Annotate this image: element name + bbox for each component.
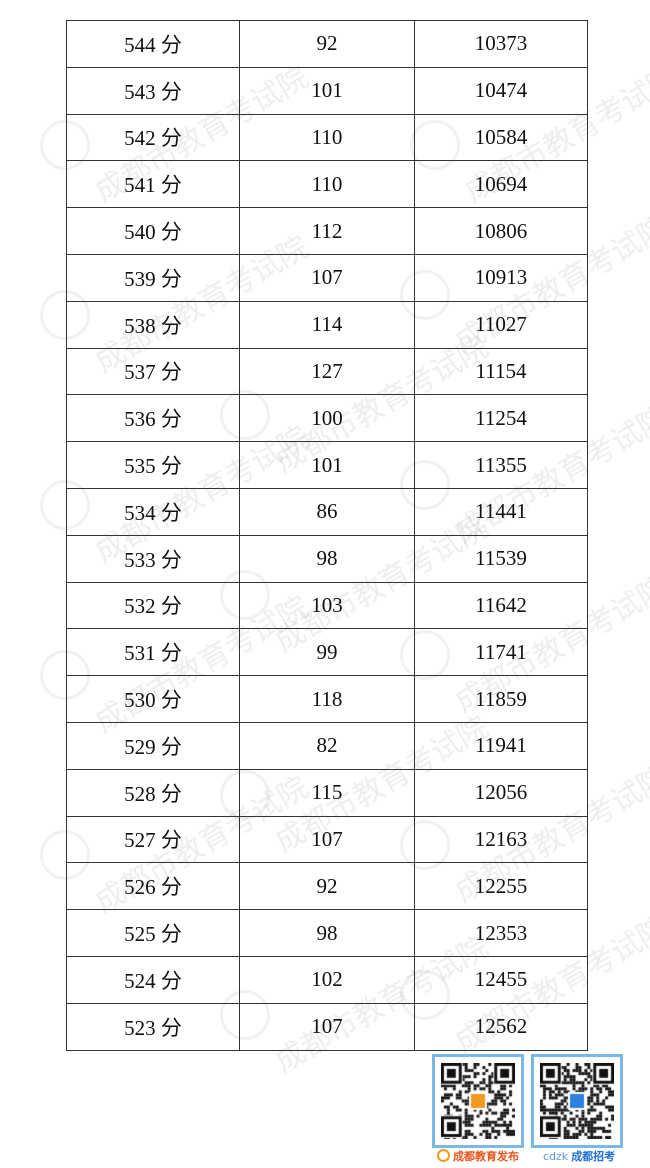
qr1-caption-text: 成都教育发布 [453, 1150, 519, 1163]
count-cell: 127 [239, 347, 415, 396]
cumulative-cell: 10474 [414, 66, 588, 115]
table-row: 533 分 98 11539 [66, 534, 588, 583]
score-cell: 530 分 [66, 675, 240, 723]
cumulative-cell: 11027 [414, 300, 588, 349]
table-row: 539 分 107 10913 [66, 253, 588, 302]
cumulative-cell: 10694 [414, 160, 588, 209]
cumulative-cell: 12562 [414, 1002, 588, 1051]
score-cell: 539 分 [66, 253, 240, 302]
cumulative-cell: 11539 [414, 534, 588, 583]
score-cell: 531 分 [66, 628, 240, 677]
count-cell: 112 [239, 207, 415, 255]
score-cell: 533 分 [66, 534, 240, 583]
score-cell: 544 分 [66, 20, 240, 68]
table-row: 544 分 92 10373 [66, 20, 588, 68]
count-cell: 82 [239, 721, 415, 770]
cumulative-cell: 10913 [414, 253, 588, 302]
score-cell: 523 分 [66, 1002, 240, 1051]
score-cell: 525 分 [66, 909, 240, 957]
cumulative-cell: 12056 [414, 768, 588, 817]
qr-code-chengdu-education [432, 1054, 524, 1148]
table-row: 530 分 118 11859 [66, 675, 588, 723]
cumulative-cell: 10806 [414, 207, 588, 255]
qr1-caption: 成都教育发布 [437, 1148, 519, 1164]
cumulative-cell: 12353 [414, 909, 588, 957]
count-cell: 100 [239, 394, 415, 443]
table-row: 540 分 112 10806 [66, 207, 588, 255]
score-cell: 542 分 [66, 113, 240, 162]
cumulative-cell: 11154 [414, 347, 588, 396]
cumulative-cell: 11941 [414, 721, 588, 770]
cumulative-cell: 10584 [414, 113, 588, 162]
table-row: 542 分 110 10584 [66, 113, 588, 162]
score-cell: 529 分 [66, 721, 240, 770]
cumulative-cell: 12255 [414, 862, 588, 911]
cumulative-cell: 11642 [414, 581, 588, 630]
table-row: 536 分 100 11254 [66, 394, 588, 443]
score-cell: 524 分 [66, 955, 240, 1004]
score-cell: 537 分 [66, 347, 240, 396]
count-cell: 118 [239, 675, 415, 723]
table-row: 523 分 107 12562 [66, 1002, 588, 1051]
score-cell: 538 分 [66, 300, 240, 349]
cdzk-logo: cdzk [543, 1150, 569, 1163]
count-cell: 86 [239, 487, 415, 536]
cumulative-cell: 12163 [414, 815, 588, 864]
logo-icon [437, 1149, 450, 1162]
table-row: 538 分 114 11027 [66, 300, 588, 349]
score-cell: 540 分 [66, 207, 240, 255]
table-row: 541 分 110 10694 [66, 160, 588, 209]
table-row: 543 分 101 10474 [66, 66, 588, 115]
count-cell: 92 [239, 20, 415, 68]
score-table: 544 分 92 10373 543 分 101 10474 542 分 110 10584 54… [66, 20, 588, 1051]
table-row: 535 分 101 11355 [66, 441, 588, 489]
score-cell: 541 分 [66, 160, 240, 209]
cumulative-cell: 11355 [414, 441, 588, 489]
table-row: 525 分 98 12353 [66, 909, 588, 957]
table-row: 532 分 103 11642 [66, 581, 588, 630]
count-cell: 110 [239, 113, 415, 162]
table-row: 524 分 102 12455 [66, 955, 588, 1004]
score-cell: 528 分 [66, 768, 240, 817]
score-cell: 543 分 [66, 66, 240, 115]
count-cell: 110 [239, 160, 415, 209]
qr-code-chengdu-zhaokao [531, 1054, 623, 1148]
count-cell: 114 [239, 300, 415, 349]
count-cell: 98 [239, 534, 415, 583]
score-cell: 527 分 [66, 815, 240, 864]
score-cell: 534 分 [66, 487, 240, 536]
qr2-caption: cdzk 成都招考 [543, 1148, 615, 1164]
score-cell: 532 分 [66, 581, 240, 630]
cumulative-cell: 12455 [414, 955, 588, 1004]
table-row: 534 分 86 11441 [66, 487, 588, 536]
table-row: 528 分 115 12056 [66, 768, 588, 817]
count-cell: 107 [239, 253, 415, 302]
score-cell: 536 分 [66, 394, 240, 443]
count-cell: 92 [239, 862, 415, 911]
cumulative-cell: 11441 [414, 487, 588, 536]
score-cell: 535 分 [66, 441, 240, 489]
table-row: 527 分 107 12163 [66, 815, 588, 864]
table-row: 531 分 99 11741 [66, 628, 588, 677]
table-row: 526 分 92 12255 [66, 862, 588, 911]
cumulative-cell: 11859 [414, 675, 588, 723]
count-cell: 99 [239, 628, 415, 677]
count-cell: 115 [239, 768, 415, 817]
cumulative-cell: 11254 [414, 394, 588, 443]
cumulative-cell: 10373 [414, 20, 588, 68]
count-cell: 107 [239, 1002, 415, 1051]
count-cell: 107 [239, 815, 415, 864]
count-cell: 102 [239, 955, 415, 1004]
count-cell: 98 [239, 909, 415, 957]
count-cell: 101 [239, 441, 415, 489]
count-cell: 101 [239, 66, 415, 115]
qr2-caption-text: 成都招考 [571, 1150, 616, 1163]
table-row: 537 分 127 11154 [66, 347, 588, 396]
table-row: 529 分 82 11941 [66, 721, 588, 770]
score-cell: 526 分 [66, 862, 240, 911]
count-cell: 103 [239, 581, 415, 630]
cumulative-cell: 11741 [414, 628, 588, 677]
